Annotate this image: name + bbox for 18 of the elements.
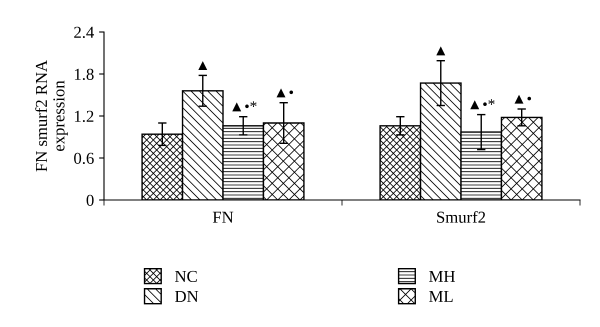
legend-label: MH [429, 270, 455, 282]
data-label: ▲•* [470, 99, 495, 110]
y-axis-title: FN smurf2 RNA expression [35, 60, 68, 172]
y-tick-label: 2.4 [74, 26, 94, 38]
data-label: ▲•* [232, 101, 257, 112]
y-tick-label: 0 [86, 194, 94, 206]
legend-label: DN [175, 290, 198, 302]
x-tick-label: FN [212, 212, 234, 223]
legend-label: ML [429, 290, 453, 302]
x-tick-label: Smurf2 [437, 210, 486, 223]
data-label: ▲ [436, 46, 446, 56]
y-tick-label: 1.8 [74, 68, 94, 80]
y-tick-label: 1.2 [74, 110, 94, 122]
data-label: ▲• [514, 94, 532, 104]
data-label: ▲• [276, 88, 294, 98]
y-tick-label: 0.6 [74, 152, 94, 164]
data-label: ▲ [198, 61, 208, 70]
legend-label: NC [175, 270, 197, 282]
